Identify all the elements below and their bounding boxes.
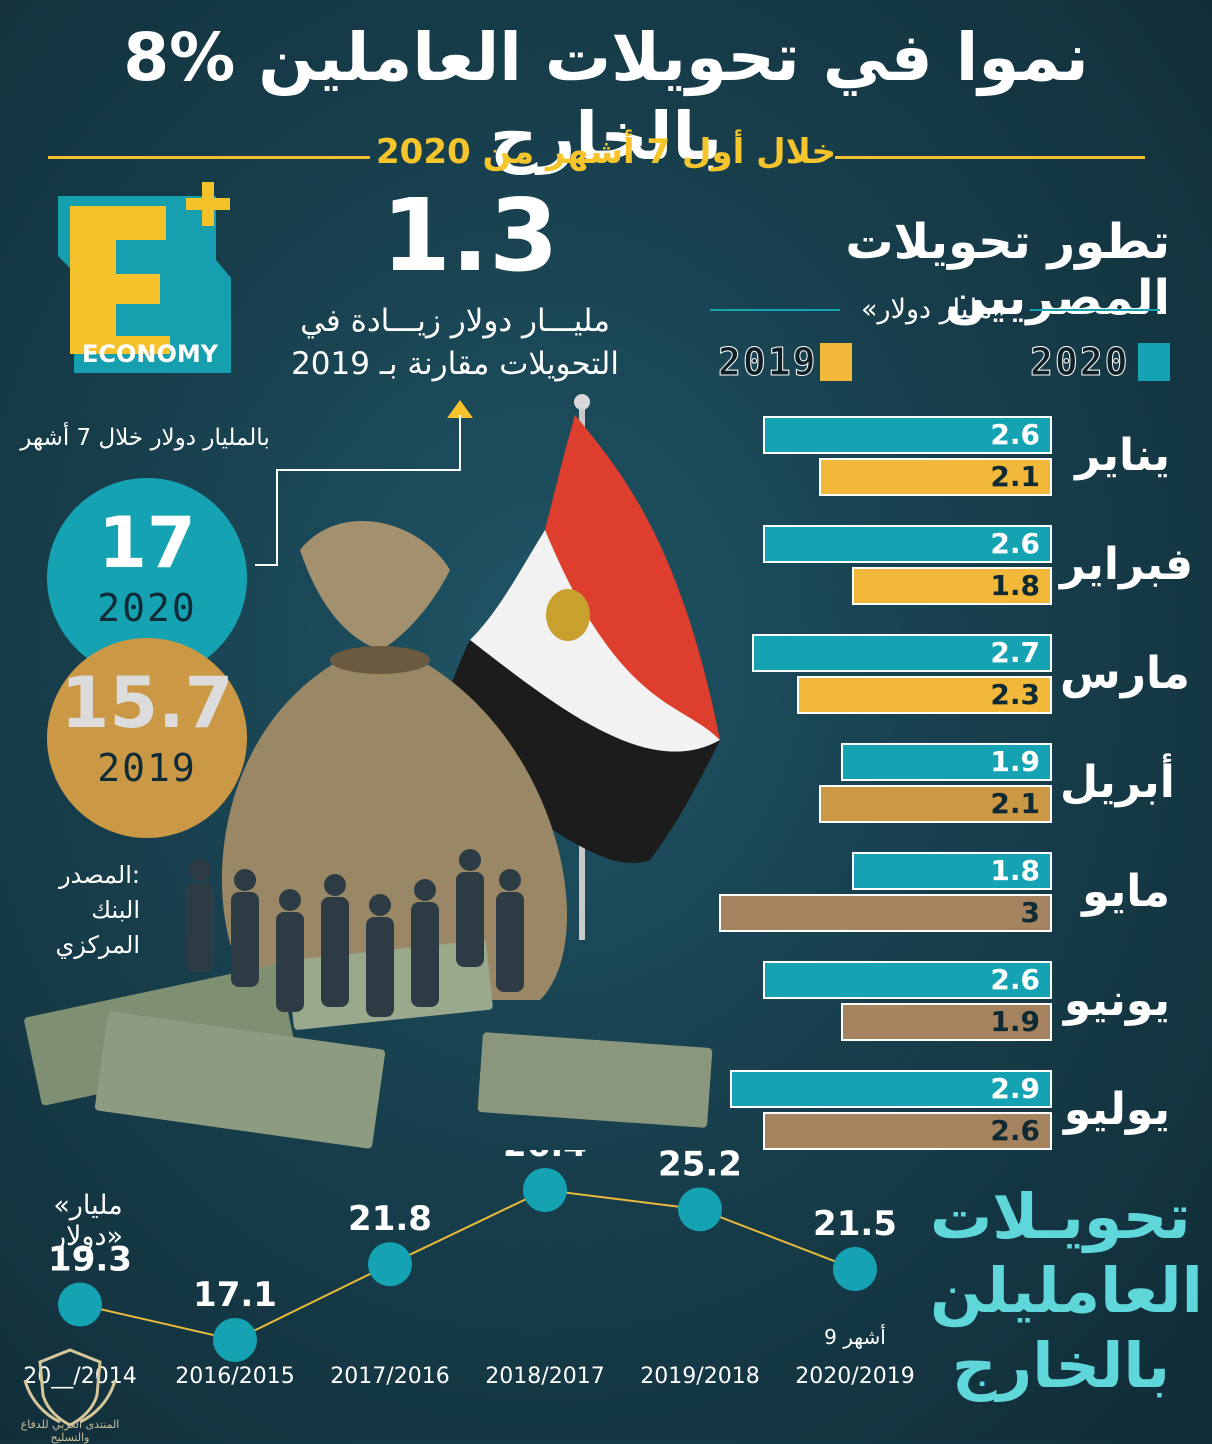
x-tick-label: 2018/2017 <box>485 1364 604 1389</box>
bar-2019: 3 <box>719 894 1052 932</box>
bar-2020: 1.8 <box>852 852 1052 890</box>
arrow-up-icon <box>447 400 473 418</box>
x-tick-label: 2020/2019 <box>795 1364 914 1389</box>
total-2019-circle: 15.7 2019 <box>47 638 247 838</box>
line-chart-title: تحويـلات العامليلن بالخارج <box>930 1180 1203 1402</box>
bar-2019: 2.1 <box>818 785 1052 823</box>
increase-description: مليـــار دولار زيـــادة في التحويلات مقا… <box>280 300 630 387</box>
bar-chart-title: تطور تحويلات المصريين <box>845 214 1170 326</box>
bar-2020: 2.6 <box>763 961 1052 999</box>
data-point <box>213 1318 257 1362</box>
line-footnote: 9 أشهر <box>824 1325 886 1349</box>
bar-2020: 2.9 <box>730 1070 1052 1108</box>
egypt-flag-icon <box>430 415 720 864</box>
unit-divider-left <box>710 309 840 311</box>
month-label: يونيو <box>1063 975 1170 1026</box>
data-point <box>523 1168 567 1212</box>
increase-text-line2: التحويلات مقارنة بـ 2019 <box>291 346 619 383</box>
month-label: فبراير <box>1060 539 1194 590</box>
x-tick-label: 2016/2015 <box>175 1364 294 1389</box>
increase-text-line1: مليـــار دولار زيـــادة في <box>300 303 610 339</box>
legend-2020-swatch <box>1138 343 1170 381</box>
bar-2019: 2.6 <box>763 1112 1052 1150</box>
month-label: أبريل <box>1060 757 1175 808</box>
legend-2020-label: 2020 <box>1030 340 1130 385</box>
subtitle: خلال أول 7 أشهر من 2020 <box>376 132 836 172</box>
subtitle-divider-right <box>835 156 1145 159</box>
month-label: يناير <box>1075 430 1170 481</box>
workers-crowd-icon <box>186 849 524 1017</box>
source-note: المصدر: البنك المركزي <box>10 858 140 962</box>
totals-label: بالمليار دولار خلال 7 أشهر <box>20 425 270 451</box>
money-bag-flag-illustration <box>24 394 720 1149</box>
month-label: مارس <box>1060 648 1190 699</box>
bar-2020: 2.7 <box>752 634 1052 672</box>
month-label: يوليو <box>1063 1084 1170 1135</box>
data-point <box>58 1282 102 1327</box>
forum-watermark-text: المنتدى العربي للدفاع والتسليح <box>20 1418 120 1444</box>
logo-word: ECONOMY <box>82 340 219 368</box>
bar-2019: 1.8 <box>852 567 1052 605</box>
line-chart-unit: «مليار دولار» <box>52 1190 124 1252</box>
total-2020-value: 17 <box>98 502 196 584</box>
economy-logo: E ECONOMY <box>56 178 246 378</box>
month-label: مايو <box>1082 866 1170 917</box>
data-label: 17.1 <box>193 1275 277 1315</box>
bar-2020: 2.6 <box>763 416 1052 454</box>
data-point <box>678 1187 722 1232</box>
bar-chart-unit: «مليار دولار» <box>861 294 1009 325</box>
forum-watermark-emblem-icon <box>23 1348 117 1427</box>
total-2019-year: 2019 <box>97 746 197 790</box>
source-label: المصدر: <box>59 861 140 889</box>
total-2020-year: 2020 <box>97 586 197 630</box>
subtitle-divider-left <box>48 156 370 159</box>
data-point <box>833 1247 877 1292</box>
data-label: 26.4 <box>503 1150 587 1165</box>
unit-divider-right <box>1030 309 1160 311</box>
x-tick-label: 2019/2018 <box>640 1364 759 1389</box>
x-tick-label: 2017/2016 <box>330 1364 449 1389</box>
data-label: 19.3 <box>48 1240 132 1280</box>
bar-2019: 2.3 <box>796 676 1052 714</box>
bar-2020: 2.6 <box>763 525 1052 563</box>
legend-2019-swatch <box>820 343 852 381</box>
connector-line <box>255 415 461 566</box>
logo-letter: E <box>86 178 87 180</box>
legend-2019-label: 2019 <box>718 340 818 385</box>
series-line <box>79 1188 856 1342</box>
increase-value: 1.3 <box>381 177 559 294</box>
economy-logo-icon: E ECONOMY <box>58 178 231 373</box>
bar-2019: 1.9 <box>841 1003 1052 1041</box>
page-title: 8% نموا في تحويلات العاملين بالخارج <box>123 19 1089 176</box>
data-label: 25.2 <box>658 1150 742 1184</box>
source-name: البنك المركزي <box>55 895 140 959</box>
bar-2020: 1.9 <box>841 743 1052 781</box>
data-point <box>368 1242 412 1287</box>
data-label: 21.5 <box>813 1204 897 1244</box>
bar-2019: 2.1 <box>818 458 1052 496</box>
data-label: 21.8 <box>348 1199 432 1239</box>
total-2019-value: 15.7 <box>60 662 234 744</box>
